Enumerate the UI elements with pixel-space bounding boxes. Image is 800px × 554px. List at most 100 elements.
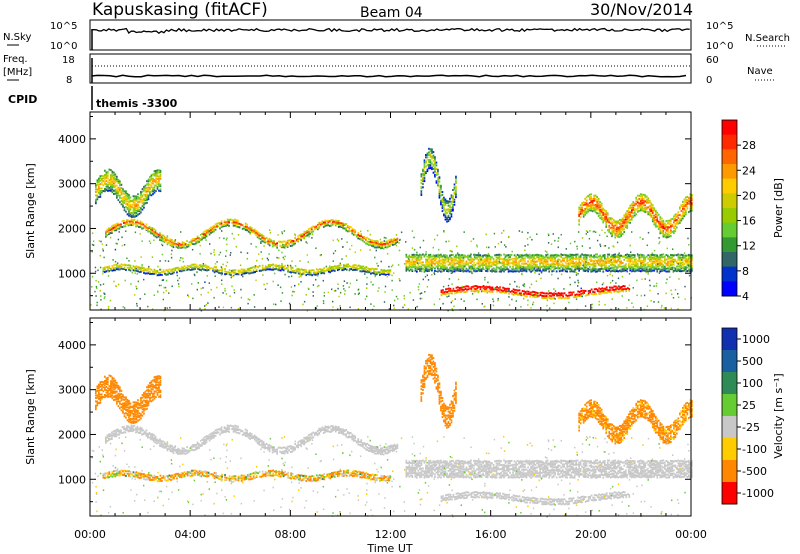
power-pixel — [611, 234, 614, 237]
power-pixel — [126, 221, 128, 223]
power-pixel — [432, 254, 435, 257]
power-pixel — [336, 220, 339, 223]
power-pixel — [524, 268, 526, 271]
power-speckle — [91, 275, 94, 278]
power-speckle — [617, 277, 620, 280]
power-pixel — [635, 202, 638, 205]
power-pixel — [388, 269, 390, 272]
power-speckle — [395, 244, 398, 247]
power-speckle — [610, 288, 613, 291]
power-pixel — [120, 266, 123, 268]
power-pixel — [629, 211, 632, 214]
power-speckle — [685, 270, 687, 273]
power-pixel — [650, 208, 653, 211]
power-pixel — [539, 291, 542, 294]
power-pixel — [242, 270, 244, 273]
power-pixel — [635, 265, 638, 268]
power-speckle — [681, 259, 683, 261]
power-pixel — [162, 240, 164, 243]
power-pixel — [621, 220, 624, 223]
power-pixel — [303, 268, 306, 271]
power-speckle — [267, 259, 269, 261]
power-pixel — [320, 272, 323, 275]
power-pixel — [610, 286, 613, 289]
power-pixel — [429, 161, 432, 163]
power-pixel — [252, 231, 254, 233]
power-pixel — [104, 190, 106, 193]
power-pixel — [440, 199, 442, 202]
power-pixel — [109, 229, 112, 231]
power-pixel — [141, 194, 144, 197]
power-pixel — [590, 196, 592, 198]
power-pixel — [128, 267, 130, 270]
power-pixel — [461, 261, 463, 264]
power-speckle — [611, 235, 613, 238]
power-speckle — [91, 243, 94, 246]
power-pixel — [414, 265, 417, 268]
power-speckle — [135, 267, 137, 270]
power-speckle — [225, 250, 228, 252]
power-pixel — [629, 206, 632, 209]
power-pixel — [428, 262, 430, 265]
power-speckle — [398, 242, 400, 244]
power-pixel — [618, 260, 621, 263]
power-pixel — [360, 237, 363, 240]
power-pixel — [456, 256, 459, 259]
power-pixel — [527, 290, 530, 293]
power-pixel — [590, 205, 592, 208]
power-pixel — [593, 196, 595, 199]
power-pixel — [572, 265, 574, 268]
power-speckle — [397, 298, 399, 300]
power-pixel — [135, 265, 138, 268]
power-pixel — [446, 287, 449, 290]
power-pixel — [545, 254, 547, 257]
power-pixel — [422, 264, 424, 267]
power-pixel — [423, 173, 426, 176]
power-speckle — [643, 294, 646, 297]
power-pixel — [488, 258, 490, 260]
power-pixel — [451, 292, 453, 295]
power-speckle — [126, 257, 128, 260]
power-pixel — [680, 253, 683, 256]
power-pixel — [560, 294, 563, 297]
power-pixel — [110, 176, 112, 179]
power-pixel — [651, 214, 654, 217]
power-speckle — [468, 264, 470, 267]
power-pixel — [132, 219, 134, 222]
power-pixel — [641, 269, 644, 272]
power-pixel — [594, 209, 597, 211]
power-pixel — [603, 258, 606, 261]
power-pixel — [168, 239, 170, 242]
power-pixel — [137, 204, 139, 206]
power-speckle — [606, 235, 608, 238]
power-pixel — [291, 270, 294, 273]
power-pixel — [659, 226, 662, 229]
power-pixel — [116, 190, 118, 193]
power-pixel — [437, 255, 439, 258]
power-pixel — [686, 264, 689, 266]
power-pixel — [104, 271, 106, 273]
power-pixel — [636, 266, 639, 268]
power-pixel — [486, 270, 489, 273]
power-pixel — [626, 210, 629, 213]
power-speckle — [661, 304, 663, 307]
power-pixel — [419, 258, 421, 261]
power-pixel — [564, 256, 567, 259]
power-pixel — [183, 265, 186, 268]
power-pixel — [566, 259, 568, 262]
power-speckle — [575, 298, 578, 300]
power-pixel — [123, 199, 126, 202]
power-speckle — [114, 248, 117, 251]
power-speckle — [554, 290, 557, 292]
power-pixel — [608, 221, 611, 224]
power-pixel — [682, 207, 684, 210]
power-pixel — [324, 219, 327, 222]
power-pixel — [114, 175, 117, 178]
power-pixel — [581, 259, 583, 262]
power-pixel — [353, 266, 356, 269]
power-pixel — [602, 254, 605, 257]
power-speckle — [616, 241, 619, 244]
power-pixel — [257, 266, 259, 269]
power-pixel — [308, 273, 311, 276]
power-speckle — [532, 301, 535, 304]
